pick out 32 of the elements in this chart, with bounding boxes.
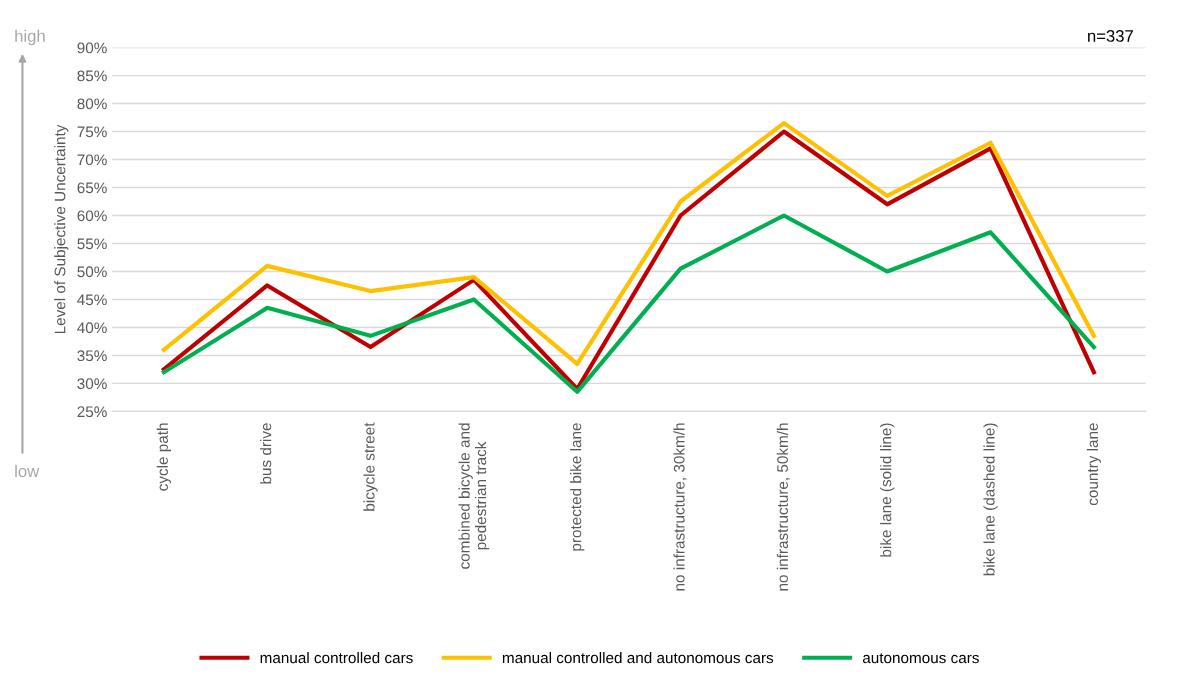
x-tick-label: no infrastructure, 30km/h: [673, 423, 687, 591]
y-tick-label: 70%: [77, 154, 107, 166]
y-axis-title: Level of Subjective Uncertainty: [54, 124, 69, 334]
x-tick-label: bus drive: [260, 423, 272, 484]
x-tick-label: no infrastructure, 50km/h: [776, 423, 790, 591]
y-tick-label: 50%: [77, 266, 107, 278]
text: low: [15, 464, 40, 478]
y-tick-label: 35%: [77, 350, 107, 362]
y-tick-label: 90%: [77, 42, 107, 54]
y-tick-label: 40%: [77, 322, 107, 334]
x-tick-label: bicycle street: [363, 422, 378, 511]
y-tick-label: 45%: [77, 294, 107, 306]
x-tick-label: bike lane (solid line): [880, 423, 895, 557]
x-tick-label: bike lane (dashed line): [983, 423, 998, 576]
y-tick-label: 80%: [77, 98, 107, 110]
text: n=337: [1088, 30, 1133, 42]
y-tick-label: 85%: [77, 70, 107, 82]
y-tick-label: 30%: [77, 378, 107, 390]
x-tick-label: cycle path: [156, 423, 171, 491]
legend-label: autonomous cars: [862, 653, 979, 664]
y-tick-label: 25%: [77, 406, 107, 418]
x-tick-label: country lane: [1086, 423, 1102, 506]
legend-label: manual controlled cars: [260, 652, 413, 664]
line-series: [161, 213, 1096, 394]
text: high: [15, 29, 45, 46]
y-tick-label: 55%: [77, 238, 107, 250]
x-tick-label: protected bike lane: [570, 423, 585, 551]
x-tick-label: combined bicycle and pedestrian track: [458, 423, 490, 569]
y-tick-label: 60%: [77, 210, 107, 222]
y-tick-label: 75%: [77, 126, 107, 138]
y-tick-label: 65%: [77, 182, 107, 194]
legend-label: manual controlled and autonomous cars: [502, 652, 774, 664]
